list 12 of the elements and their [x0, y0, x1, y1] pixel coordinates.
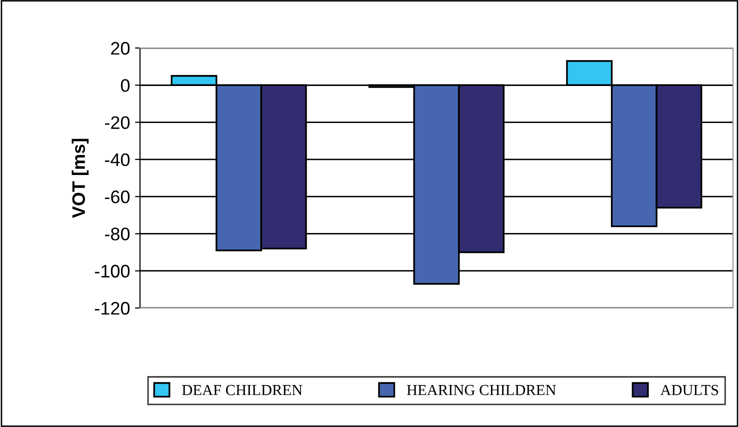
y-tick-label: 0: [120, 79, 130, 92]
y-tick-label: -100: [94, 264, 130, 278]
y-axis-title: VOT [ms]: [72, 138, 89, 218]
legend-label: ADULTS: [660, 384, 718, 396]
y-tick-label: -20: [104, 116, 130, 130]
y-tick-label: 20: [111, 42, 130, 55]
y-tick-label: -60: [104, 190, 130, 204]
legend-label: DEAF CHILDREN: [182, 384, 302, 396]
y-tick-label: -120: [94, 302, 130, 315]
legend-label: HEARING CHILDREN: [406, 384, 556, 396]
y-tick-label: -80: [104, 228, 130, 240]
y-tick-label: -40: [104, 153, 130, 166]
